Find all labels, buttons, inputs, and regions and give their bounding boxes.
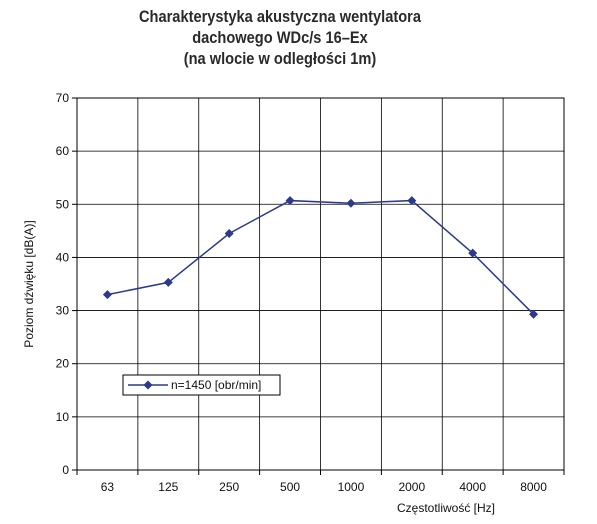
x-axis-label: Częstotliwość [Hz] <box>397 501 495 515</box>
chart-title-line-1: Charakterystyka akustyczna wentylatora <box>139 7 421 26</box>
y-tick-label: 40 <box>56 250 70 264</box>
x-tick-label: 250 <box>219 480 239 494</box>
data-point <box>407 196 417 206</box>
y-tick-label: 0 <box>62 463 69 477</box>
data-point <box>163 277 173 287</box>
grid-lines <box>77 98 564 470</box>
series-line <box>107 199 535 315</box>
x-tick-label: 63 <box>101 480 115 494</box>
legend-box <box>122 374 281 396</box>
data-point <box>529 309 539 319</box>
chart-title-line-2: dachowego WDc/s 16–Ex <box>192 28 368 47</box>
x-tick-label: 500 <box>280 480 300 494</box>
x-tick-label: 4000 <box>459 480 486 494</box>
x-axis-ticks: 63 125 250 500 1000 2000 4000 8000 <box>76 470 565 494</box>
y-tick-label: 10 <box>56 410 70 424</box>
x-tick-label: 2000 <box>398 480 425 494</box>
data-point <box>468 248 478 258</box>
x-tick-label: 1000 <box>338 480 365 494</box>
chart-title-line-3: (na wlocie w odległości 1m) <box>183 49 377 68</box>
y-tick-label: 70 <box>56 91 70 105</box>
y-tick-label: 20 <box>56 357 70 371</box>
y-axis-ticks: 0 10 20 30 40 50 60 70 <box>56 91 77 477</box>
legend-label: n=1450 [obr/min] <box>171 378 261 392</box>
y-tick-label: 60 <box>56 144 70 158</box>
x-tick-label: 8000 <box>520 480 547 494</box>
y-tick-label: 30 <box>56 304 70 318</box>
chart-title: Charakterystyka akustyczna wentylatora d… <box>39 6 521 69</box>
legend-marker <box>143 380 153 390</box>
data-point <box>102 290 112 300</box>
series-group <box>102 196 539 319</box>
y-axis-label: Poziom dźwięku [dB(A)] <box>22 220 36 347</box>
data-point <box>285 196 295 206</box>
data-point <box>224 229 234 239</box>
y-tick-label: 50 <box>56 197 70 211</box>
x-tick-label: 125 <box>158 480 178 494</box>
legend: n=1450 [obr/min] <box>122 374 281 396</box>
data-point <box>346 198 356 208</box>
